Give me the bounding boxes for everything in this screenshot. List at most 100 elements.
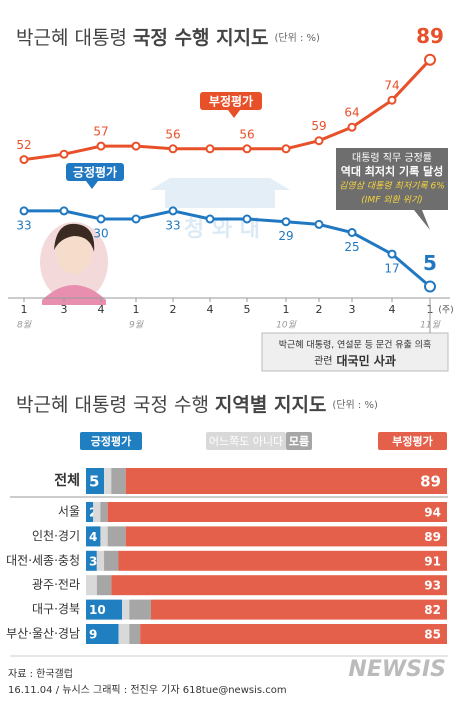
value-label: 5 (89, 473, 99, 491)
event-note-emphasis: 대국민 사과 (337, 353, 396, 368)
data-point (19, 155, 29, 165)
bar-segment (125, 526, 448, 547)
series-tag-pointer (228, 110, 240, 118)
data-point (281, 217, 291, 227)
bar-segment (86, 624, 119, 644)
portrait (40, 222, 108, 305)
data-point (281, 144, 291, 154)
logo: NEWSIS (348, 657, 446, 682)
event-note-box (261, 332, 449, 372)
data-point (424, 53, 436, 66)
unit-label: (단위 : %) (275, 31, 321, 44)
data-point (242, 214, 252, 224)
value-label: 17 (384, 262, 399, 276)
x-tick-label: 4 (389, 303, 396, 316)
value-label: 64 (344, 106, 359, 120)
value-label: 56 (239, 127, 254, 141)
legend-swatch (206, 432, 286, 450)
bar-segment (125, 468, 448, 494)
title-emphasis: 국정 수행 지지도 (133, 27, 269, 49)
record-note: (IMF 외환 위기) (361, 195, 422, 206)
value-label: 5 (423, 251, 437, 275)
record-note-box (336, 148, 448, 210)
value-label: 56 (165, 127, 180, 141)
data-point (242, 144, 252, 154)
category-label: 전체 (54, 472, 80, 489)
value-label: 89 (416, 24, 444, 48)
bar-segment (86, 526, 101, 547)
value-label: 89 (424, 530, 441, 544)
value-label: 2 (89, 506, 97, 520)
data-point (314, 136, 324, 146)
title-emphasis: 지역별 지지도 (215, 394, 327, 416)
category-label: 대전·세종·충청 (6, 553, 80, 567)
value-label: 91 (424, 554, 441, 568)
bar-segment (96, 550, 105, 571)
series-line (23, 58, 432, 162)
chart-title: 박근혜 대통령 국정 수행 지역별 지지도 (단위 : %) (16, 394, 378, 416)
legend-swatch (378, 432, 447, 450)
bar-segment (86, 468, 105, 494)
legend-label: 부정평가 (392, 434, 432, 448)
unit-label: (단위 : %) (332, 398, 378, 411)
bar-segment (100, 502, 108, 522)
data-point (314, 219, 324, 229)
value-label: 9 (89, 628, 97, 642)
series-tag (200, 92, 262, 110)
record-note: 대통령 직무 긍정률 (352, 152, 432, 164)
value-label: 52 (16, 138, 31, 152)
series-tag-pointer (86, 181, 98, 189)
watermark-building (150, 178, 290, 208)
title-text: 박근혜 대통령 국정 수행 (16, 394, 209, 416)
data-point (387, 249, 397, 259)
legend-label: 모름 (289, 435, 309, 448)
value-label: 33 (16, 218, 31, 232)
month-label: 8월 (17, 320, 32, 331)
data-point (424, 280, 436, 293)
bar-segment (129, 624, 141, 644)
data-point (387, 95, 397, 105)
value-label: 30 (93, 227, 108, 241)
event-note-text: 관련 (314, 355, 332, 367)
record-note: 김영삼 대통령 최저기록 6% (339, 181, 445, 192)
data-point (347, 228, 357, 237)
bar-segment (86, 550, 97, 571)
data-point (59, 149, 69, 159)
category-label: 대구·경북 (32, 602, 80, 616)
bar-segment (86, 575, 97, 596)
value-label: 93 (424, 579, 441, 593)
event-note: 관련 대국민 사과 (314, 353, 396, 368)
month-label: 9월 (129, 320, 144, 331)
x-suffix: (주) (438, 305, 453, 316)
x-tick-label: 3 (349, 303, 356, 316)
data-point (131, 214, 141, 224)
data-point (131, 141, 141, 151)
bar-segment (86, 502, 94, 522)
data-point (168, 144, 178, 154)
bar-segment (100, 526, 108, 547)
value-label: 3 (89, 554, 97, 568)
value-label: 25 (344, 240, 359, 254)
data-point (205, 144, 215, 154)
category-label: 인천·경기 (32, 528, 80, 543)
value-label: 10 (89, 603, 106, 617)
x-tick-label: 2 (316, 303, 323, 316)
bar-segment (104, 550, 119, 571)
bar-segment (111, 468, 126, 494)
legend-label: 부정평가 (209, 94, 253, 109)
x-tick-label: 1 (133, 303, 140, 316)
x-tick-label: 1 (21, 303, 28, 316)
bar-segment (93, 502, 101, 522)
category-label: 서울 (58, 505, 80, 519)
legend-label: 어느쪽도 아니다 (209, 435, 283, 448)
x-tick-label: 3 (61, 303, 68, 316)
value-label: 85 (424, 628, 441, 642)
bar-segment (129, 599, 151, 620)
value-label: 94 (424, 506, 441, 520)
value-label: 4 (89, 530, 97, 544)
source: 자료 : 한국갤럽 (8, 668, 73, 680)
legend-label: 긍정평가 (91, 434, 131, 448)
bar-segment (96, 575, 112, 596)
record-note-pointer (414, 210, 430, 230)
